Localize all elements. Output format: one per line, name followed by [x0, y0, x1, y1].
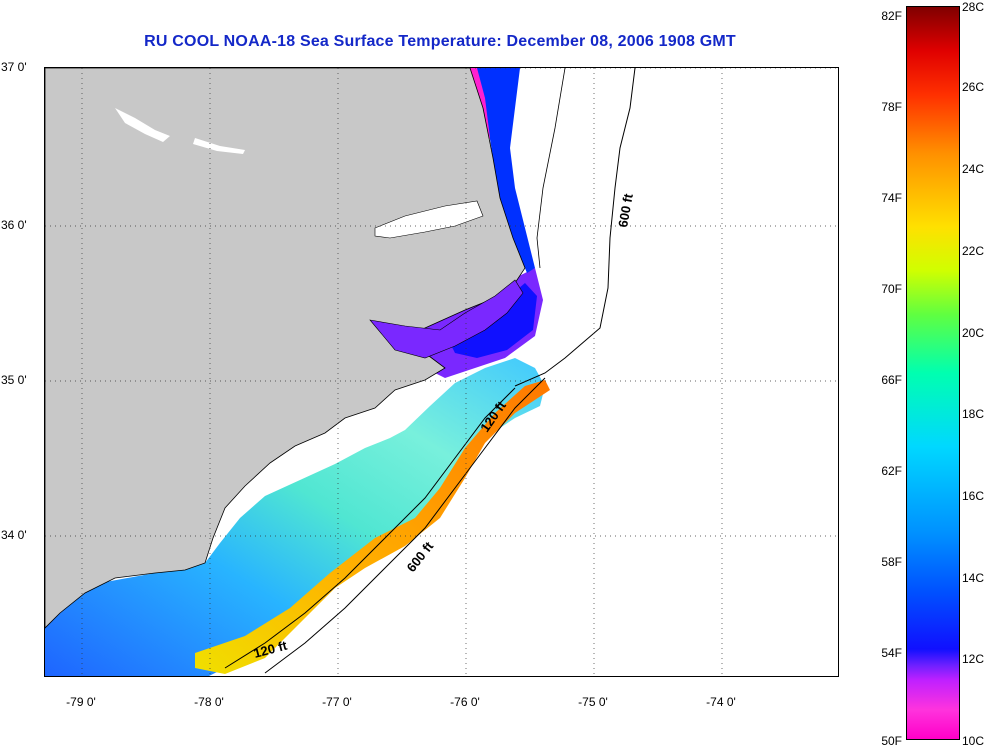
isobath-label-600ft-north: 600 ft [615, 192, 636, 229]
lon-label-78: -78 0' [194, 695, 224, 709]
lon-label-76: -76 0' [450, 695, 480, 709]
isobath-inner [536, 68, 566, 269]
colorbar-f-50: 50F [881, 734, 902, 748]
colorbar-f-82: 82F [881, 9, 902, 23]
lat-label-34: 34 0' [1, 528, 27, 542]
lon-label-75: -75 0' [578, 695, 608, 709]
isobath-600ft-north [514, 68, 636, 387]
colorbar-c-10: 10C [962, 734, 985, 748]
colorbar-f-70: 70F [881, 282, 902, 296]
map-canvas: 600 ft 120 ft 600 ft 120 ft [45, 68, 838, 676]
colorbar-f-58: 58F [881, 555, 902, 569]
colorbar-c-20: 20C [962, 326, 985, 340]
lat-label-37: 37 0' [1, 60, 27, 74]
isobath-600ft-south [264, 377, 546, 674]
temperature-colorbar [906, 6, 960, 740]
map-title: RU COOL NOAA-18 Sea Surface Temperature:… [144, 33, 736, 50]
colorbar-f-54: 54F [881, 646, 902, 660]
colorbar-f-74: 74F [881, 191, 902, 205]
colorbar-c-22: 22C [962, 244, 985, 258]
colorbar-c-18: 18C [962, 407, 985, 421]
albemarle-water [374, 200, 484, 239]
colorbar-c-28: 28C [962, 0, 985, 14]
colorbar-c-14: 14C [962, 571, 985, 585]
colorbar-c-26: 26C [962, 80, 985, 94]
lat-lon-grid [45, 68, 838, 676]
colorbar-c-24: 24C [962, 162, 985, 176]
lake-water [115, 108, 170, 142]
pamlico-water [369, 279, 524, 359]
isobath-120ft [224, 387, 516, 669]
river-water [193, 138, 245, 154]
colorbar-f-62: 62F [881, 464, 902, 478]
sst-swath-south [45, 358, 545, 676]
colorbar-f-66: 66F [881, 373, 902, 387]
lon-label-74: -74 0' [706, 695, 736, 709]
lat-label-35: 35 0' [1, 373, 27, 387]
sst-map[interactable]: 600 ft 120 ft 600 ft 120 ft [44, 67, 839, 677]
sst-outer-banks [470, 68, 535, 273]
lon-label-77: -77 0' [322, 695, 352, 709]
land-mass [45, 68, 526, 629]
colorbar-f-78: 78F [881, 100, 902, 114]
lat-label-36: 36 0' [1, 218, 27, 232]
lon-label-79: -79 0' [66, 695, 96, 709]
colorbar-c-12: 12C [962, 652, 985, 666]
colorbar-c-16: 16C [962, 489, 985, 503]
